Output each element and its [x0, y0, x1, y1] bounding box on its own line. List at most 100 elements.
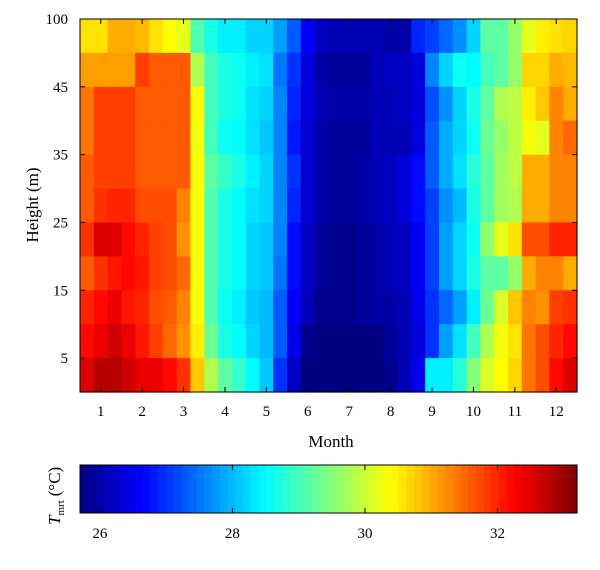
heatmap-cell [107, 358, 122, 393]
heatmap-cell [535, 188, 550, 224]
heatmap-cell [507, 256, 523, 291]
colorbar-segment [180, 465, 190, 513]
colorbar-segment [243, 465, 252, 513]
colorbar-tick-label: 32 [490, 526, 505, 542]
heatmap-cell [480, 86, 495, 122]
heatmap-cells [80, 19, 578, 393]
colorbar-segment [359, 465, 368, 513]
colorbar-segment [569, 465, 578, 513]
heatmap-cell [397, 154, 412, 190]
colorbar-segment [483, 465, 493, 513]
heatmap-cell [342, 222, 357, 257]
colorbar-segment [460, 465, 469, 513]
heatmap-cell [176, 19, 192, 54]
heatmap-cell [190, 188, 205, 224]
heatmap-cell [480, 154, 495, 190]
heatmap-cell [383, 358, 399, 393]
heatmap-cell [521, 324, 537, 359]
heatmap-cell [80, 154, 95, 190]
heatmap-cell [411, 188, 426, 224]
heatmap-cell [438, 19, 454, 54]
heatmap-cell [149, 324, 164, 359]
heatmap-cell [521, 222, 537, 257]
heatmap-cell [287, 52, 302, 88]
heatmap-cell [480, 256, 495, 291]
heatmap-cell [563, 154, 578, 190]
heatmap-cell [273, 188, 288, 224]
x-tick-label: 8 [387, 404, 395, 420]
x-axis-label: Month [308, 432, 354, 451]
heatmap-cell [494, 358, 509, 393]
heatmap-cell [93, 188, 109, 224]
heatmap-cell [480, 52, 495, 88]
heatmap-cell [425, 19, 440, 54]
heatmap-cell [507, 120, 523, 156]
heatmap-cell [259, 188, 274, 224]
heatmap-cell [342, 290, 357, 325]
colorbar-segment [367, 465, 376, 513]
heatmap-cell [397, 358, 412, 393]
heatmap-cell [369, 358, 385, 393]
heatmap-cell [521, 358, 537, 393]
heatmap-cell [162, 52, 178, 88]
colorbar-segment [375, 465, 384, 513]
colorbar-segment [522, 465, 532, 513]
heatmap-cell [176, 324, 192, 359]
heatmap-cell [80, 290, 95, 325]
heatmap-cell [93, 256, 109, 291]
heatmap-cell [494, 256, 509, 291]
heatmap-cell [231, 290, 247, 325]
heatmap-cell [287, 120, 302, 156]
x-tick-label: 11 [508, 404, 522, 420]
heatmap-cell [383, 19, 399, 54]
heatmap-cell [245, 19, 261, 54]
heatmap-cell [314, 222, 330, 257]
x-tick-label: 4 [221, 404, 229, 420]
colorbar-segment [219, 465, 229, 513]
heatmap-cell [563, 120, 578, 156]
heatmap-cell [342, 86, 357, 122]
heatmap-cell [452, 52, 468, 88]
heatmap-cell [231, 222, 247, 257]
heatmap-cell [494, 86, 509, 122]
heatmap-cell [190, 358, 205, 393]
heatmap-cell [273, 154, 288, 190]
colorbar-segment [382, 465, 392, 513]
heatmap-cell [121, 290, 136, 325]
heatmap-cell [121, 86, 136, 122]
heatmap-cell [521, 52, 537, 88]
colorbar-title-subscript: mrt [55, 500, 67, 515]
heatmap-cell [287, 358, 302, 393]
heatmap-cell [397, 290, 412, 325]
heatmap-cell [356, 358, 371, 393]
heatmap-cell [480, 324, 495, 359]
heatmap-cell [300, 222, 316, 257]
heatmap-cell [425, 222, 440, 257]
heatmap-cell [397, 222, 412, 257]
heatmap-cell [176, 86, 192, 122]
heatmap-cell [300, 86, 316, 122]
x-tick-label: 12 [549, 404, 564, 420]
heatmap-cell [549, 222, 564, 257]
x-tick-label: 7 [345, 404, 353, 420]
heatmap-cell [287, 86, 302, 122]
heatmap-cell [273, 358, 288, 393]
heatmap-cell [300, 256, 316, 291]
heatmap-cell [507, 222, 523, 257]
heatmap-cell [535, 222, 550, 257]
heatmap-cell [342, 324, 357, 359]
heatmap-cell [135, 358, 150, 393]
heatmap-cell [342, 52, 357, 88]
heatmap-cell [245, 222, 261, 257]
heatmap-cell [328, 19, 343, 54]
heatmap-cell [549, 19, 564, 54]
y-axis: 5 15 25 35 45 100 [46, 12, 577, 367]
heatmap-cell [563, 324, 578, 359]
heatmap-cell [245, 290, 261, 325]
heatmap-cell [563, 256, 578, 291]
heatmap-cell [549, 154, 564, 190]
heatmap-cell [549, 290, 564, 325]
heatmap-cell [411, 358, 426, 393]
heatmap-cell [466, 256, 481, 291]
